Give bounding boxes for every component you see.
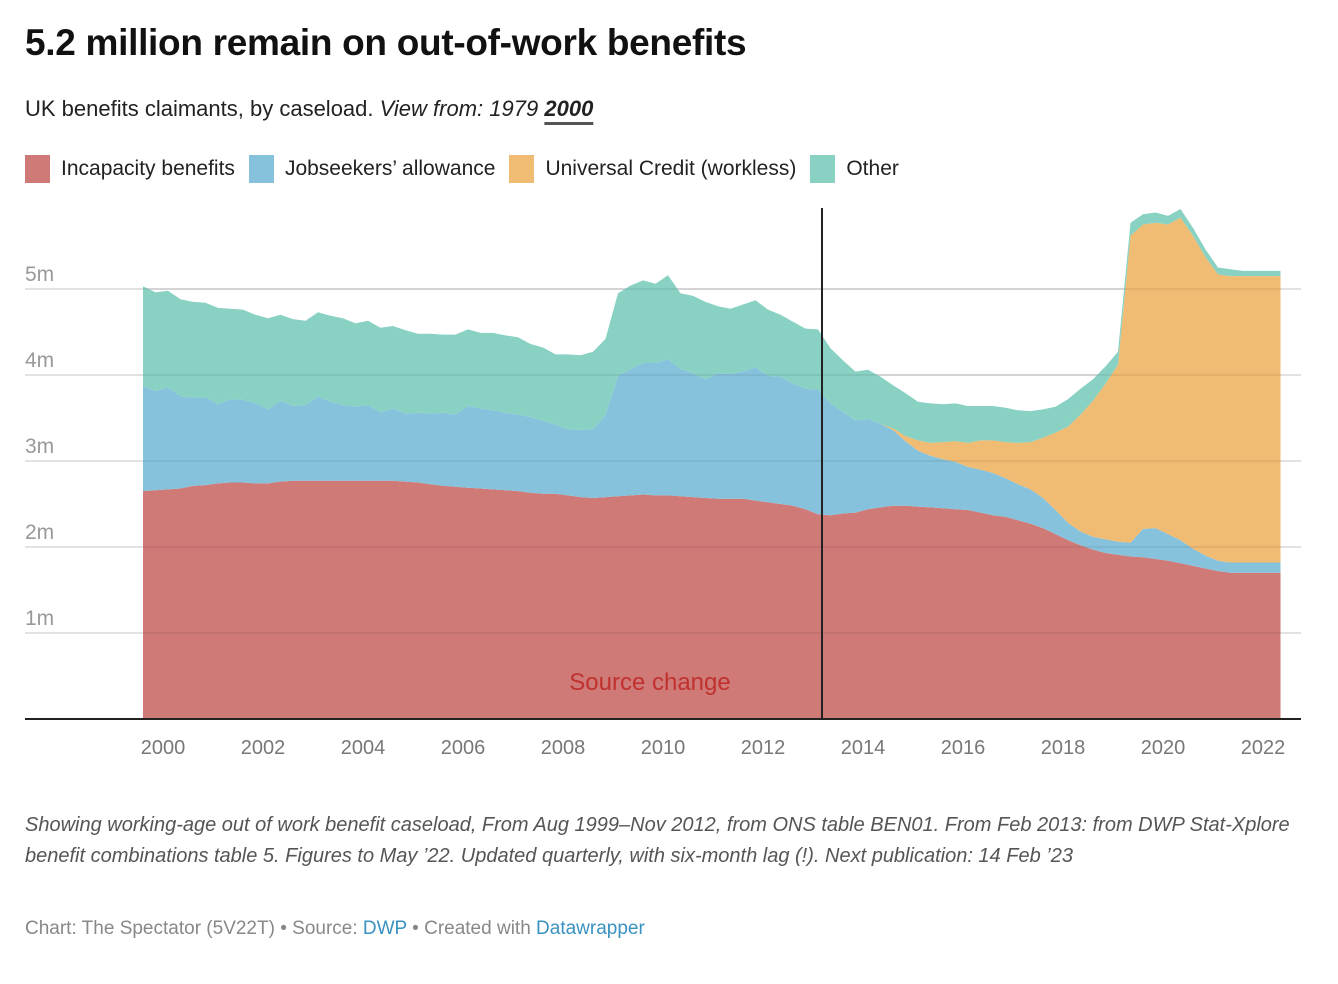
area-series bbox=[143, 209, 1281, 719]
x-tick-label: 2018 bbox=[1041, 737, 1086, 759]
byline-sep: • Created with bbox=[406, 918, 537, 939]
legend-item-other: Other bbox=[810, 155, 899, 183]
x-tick-label: 2004 bbox=[341, 737, 386, 759]
view-option-2000[interactable]: 2000 bbox=[544, 96, 594, 121]
chart-title: 5.2 million remain on out-of-work benefi… bbox=[25, 22, 747, 63]
legend-item-uc: Universal Credit (workless) bbox=[509, 155, 796, 183]
byline: Chart: The Spectator (5V22T) • Source: D… bbox=[25, 918, 645, 940]
view-from-label: View from: bbox=[379, 96, 484, 121]
legend-swatch-incapacity bbox=[25, 155, 50, 183]
legend-swatch-jsa bbox=[248, 155, 274, 183]
x-tick-label: 2000 bbox=[141, 737, 186, 759]
source-link[interactable]: DWP bbox=[362, 918, 407, 939]
y-tick-label: 2m bbox=[25, 521, 54, 544]
x-tick-label: 2008 bbox=[541, 737, 586, 759]
byline-sep: • Source: bbox=[274, 918, 363, 939]
x-tick-label: 2006 bbox=[441, 737, 486, 759]
legend-label: Jobseekers’ allowance bbox=[284, 157, 496, 180]
area-incapacity bbox=[143, 480, 1281, 719]
x-axis-labels: 2000 2002 2004 2006 2008 2010 2012 2014 2016 2018… bbox=[25, 718, 1301, 759]
x-tick-label: 2010 bbox=[641, 737, 686, 759]
area-jsa bbox=[143, 359, 1281, 573]
datawrapper-link[interactable]: Datawrapper bbox=[536, 918, 645, 939]
area-other bbox=[143, 209, 1281, 443]
byline-chart: Chart: The Spectator (5V22T) bbox=[25, 918, 275, 939]
x-tick-label: 2002 bbox=[241, 737, 286, 759]
y-tick-label: 4m bbox=[25, 349, 54, 372]
y-axis-labels: 1m 2m 3m 4m 5m bbox=[25, 263, 54, 630]
y-tick-label: 3m bbox=[25, 435, 54, 458]
view-option-1979[interactable]: 1979 bbox=[489, 96, 539, 121]
legend-swatch-other bbox=[810, 155, 836, 183]
legend-label: Universal Credit (workless) bbox=[545, 157, 797, 180]
legend-item-jsa: Jobseekers’ allowance bbox=[248, 155, 496, 183]
x-tick-label: 2012 bbox=[741, 737, 786, 759]
x-tick-label: 2020 bbox=[1141, 737, 1186, 759]
chart-subtitle: UK benefits claimants, by caseload. View… bbox=[25, 96, 593, 122]
legend-label: Other bbox=[846, 157, 899, 180]
x-tick-label: 2014 bbox=[841, 737, 886, 759]
subtitle-text: UK benefits claimants, by caseload. bbox=[25, 96, 374, 121]
area-uc bbox=[143, 217, 1281, 563]
source-change-label: Source change bbox=[569, 669, 730, 696]
legend-label: Incapacity benefits bbox=[61, 157, 235, 180]
legend-item-incapacity: Incapacity benefits bbox=[25, 155, 235, 183]
annotation-layer: Source change bbox=[569, 208, 823, 719]
y-tick-label: 5m bbox=[25, 263, 54, 286]
legend-swatch-uc bbox=[509, 155, 535, 183]
x-tick-label: 2016 bbox=[941, 737, 986, 759]
chart-notes: Showing working-age out of work benefit … bbox=[25, 814, 1290, 867]
legend: Incapacity benefits Jobseekers’ allowanc… bbox=[25, 155, 913, 183]
y-tick-label: 1m bbox=[25, 607, 54, 630]
x-tick-label: 2022 bbox=[1241, 737, 1286, 759]
